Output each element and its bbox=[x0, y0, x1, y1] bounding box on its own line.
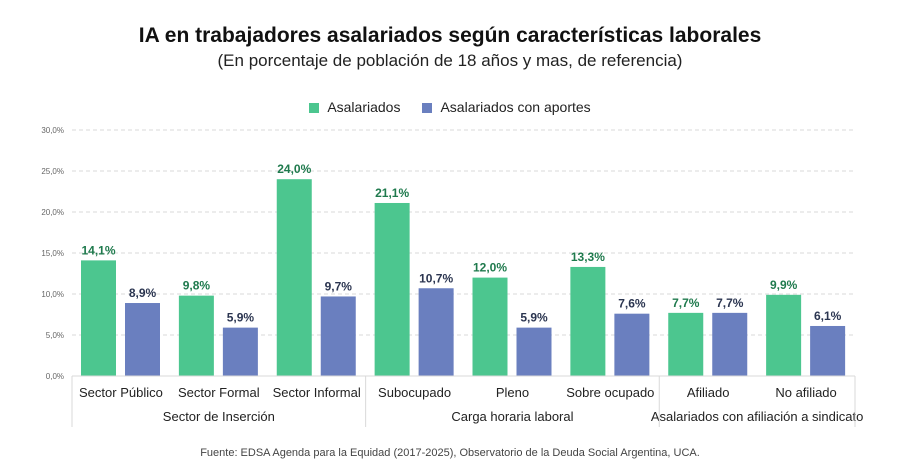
chart-title: IA en trabajadores asalariados según car… bbox=[138, 24, 762, 47]
y-tick-label: 15,0% bbox=[41, 249, 64, 258]
bar bbox=[81, 260, 116, 376]
legend-label: Asalariados bbox=[327, 99, 401, 115]
y-tick-label: 25,0% bbox=[41, 167, 64, 176]
data-label: 12,0% bbox=[473, 261, 507, 275]
data-label: 9,7% bbox=[325, 279, 353, 293]
x-tick-label: Afiliado bbox=[687, 385, 730, 400]
y-tick-label: 20,0% bbox=[41, 208, 64, 217]
bar bbox=[712, 312, 748, 376]
group-label: Carga horaria laboral bbox=[451, 409, 573, 424]
bar bbox=[374, 202, 410, 376]
data-label: 9,8% bbox=[183, 279, 211, 293]
bar bbox=[766, 294, 802, 376]
bar bbox=[472, 277, 508, 376]
group-label: Sector de Inserción bbox=[163, 409, 275, 424]
data-label: 14,1% bbox=[81, 243, 115, 257]
bar bbox=[222, 327, 258, 376]
bar bbox=[320, 296, 356, 376]
source-note: Fuente: EDSA Agenda para la Equidad (201… bbox=[200, 447, 700, 459]
legend: Asalariados Asalariados con aportes bbox=[0, 99, 900, 115]
y-tick-label: 10,0% bbox=[41, 290, 64, 299]
bar bbox=[570, 266, 606, 376]
x-tick-label: Sobre ocupado bbox=[566, 385, 654, 400]
y-tick-label: 5,0% bbox=[46, 331, 64, 340]
data-label: 13,3% bbox=[571, 250, 605, 264]
legend-swatch bbox=[309, 103, 320, 114]
data-label: 5,9% bbox=[520, 311, 548, 325]
x-tick-label: Pleno bbox=[496, 385, 529, 400]
data-label: 10,7% bbox=[419, 271, 453, 285]
bar bbox=[614, 313, 650, 376]
bar bbox=[178, 295, 214, 376]
bar bbox=[125, 303, 160, 376]
y-tick-label: 30,0% bbox=[41, 126, 64, 135]
data-label: 5,9% bbox=[227, 311, 255, 325]
bar bbox=[276, 179, 312, 376]
x-tick-label: No afiliado bbox=[775, 385, 836, 400]
x-tick-label: Sector Informal bbox=[273, 385, 361, 400]
data-label: 21,1% bbox=[375, 186, 409, 200]
legend-swatch bbox=[422, 103, 433, 114]
data-label: 7,6% bbox=[618, 297, 646, 311]
data-label: 7,7% bbox=[672, 296, 700, 310]
bar bbox=[668, 312, 704, 376]
data-label: 7,7% bbox=[716, 296, 744, 310]
legend-item-asalariados: Asalariados bbox=[309, 99, 400, 115]
data-label: 9,9% bbox=[770, 278, 798, 292]
data-label: 8,9% bbox=[129, 286, 157, 300]
bar bbox=[418, 288, 454, 376]
bar bbox=[516, 327, 552, 376]
data-label: 24,0% bbox=[277, 162, 311, 176]
legend-item-con-aportes: Asalariados con aportes bbox=[422, 99, 591, 115]
bar bbox=[810, 325, 846, 376]
x-tick-label: Sector Formal bbox=[178, 385, 260, 400]
x-tick-label: Sector Público bbox=[79, 385, 163, 400]
x-tick-label: Subocupado bbox=[378, 385, 451, 400]
data-label: 6,1% bbox=[814, 309, 842, 323]
y-tick-label: 0,0% bbox=[46, 372, 64, 381]
chart-subtitle: (En porcentaje de población de 18 años y… bbox=[217, 51, 683, 70]
legend-label: Asalariados con aportes bbox=[440, 99, 591, 115]
group-label: Asalariados con afiliación a sindicato bbox=[651, 409, 863, 424]
